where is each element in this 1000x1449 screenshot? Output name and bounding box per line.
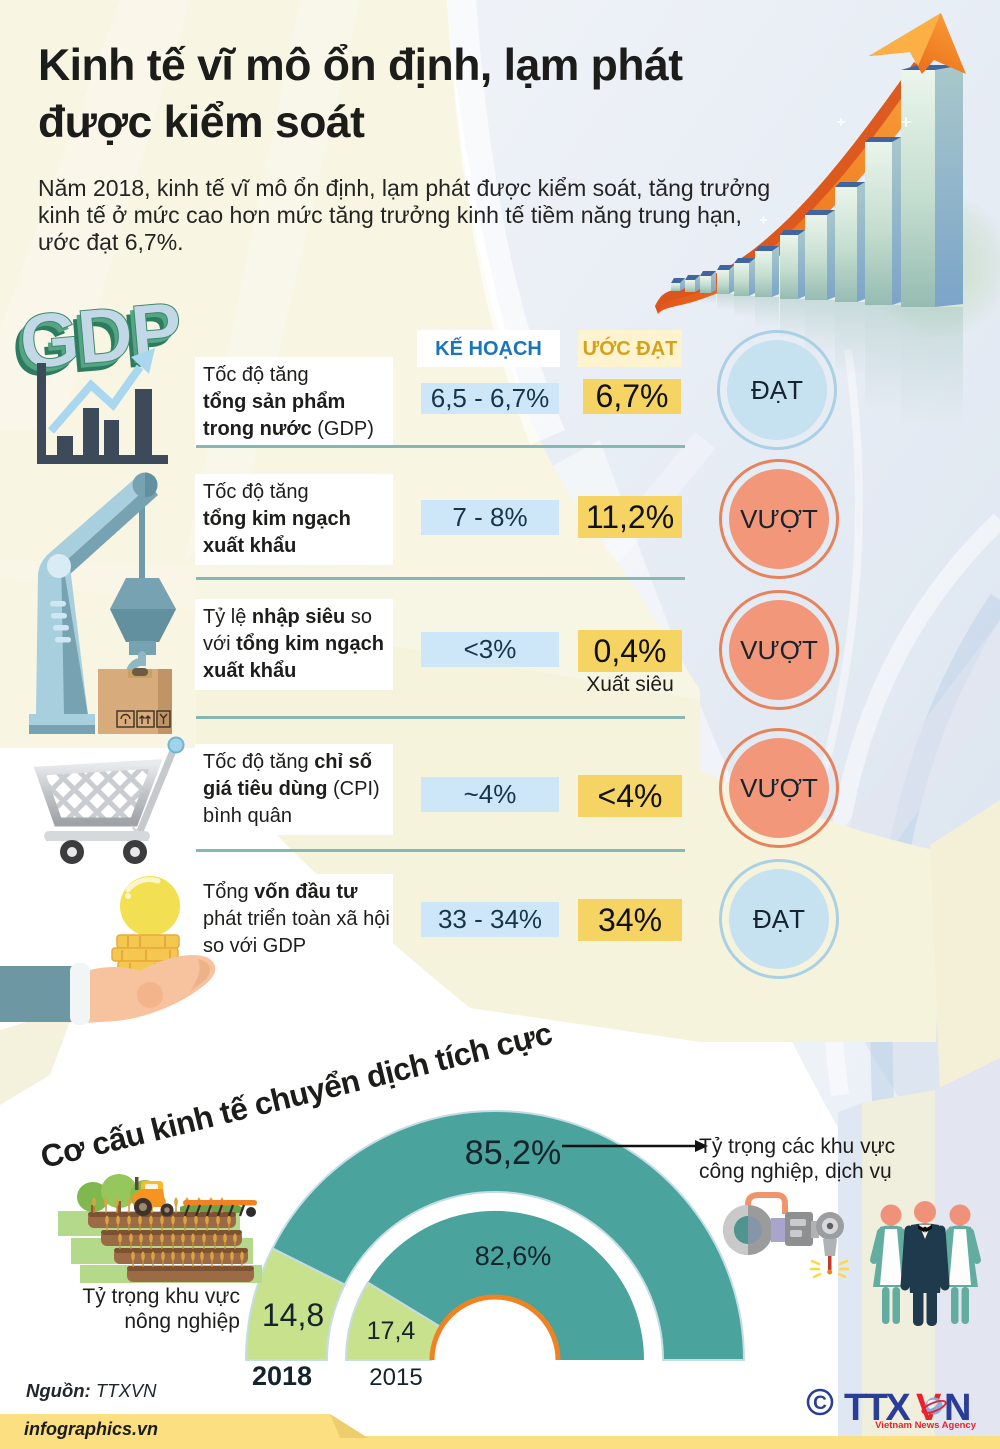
svg-text:2018: 2018 xyxy=(252,1361,312,1391)
svg-text:2015: 2015 xyxy=(369,1364,422,1391)
svg-text:14,8: 14,8 xyxy=(262,1297,324,1333)
svg-text:82,6%: 82,6% xyxy=(475,1241,552,1271)
svg-text:17,4: 17,4 xyxy=(367,1317,416,1345)
svg-text:TTX: TTX xyxy=(844,1387,911,1429)
svg-text:Vietnam News Agency: Vietnam News Agency xyxy=(875,1420,977,1431)
svg-text:85,2%: 85,2% xyxy=(465,1134,561,1172)
svg-text:C: C xyxy=(813,1393,827,1414)
svg-text:N: N xyxy=(944,1387,971,1429)
